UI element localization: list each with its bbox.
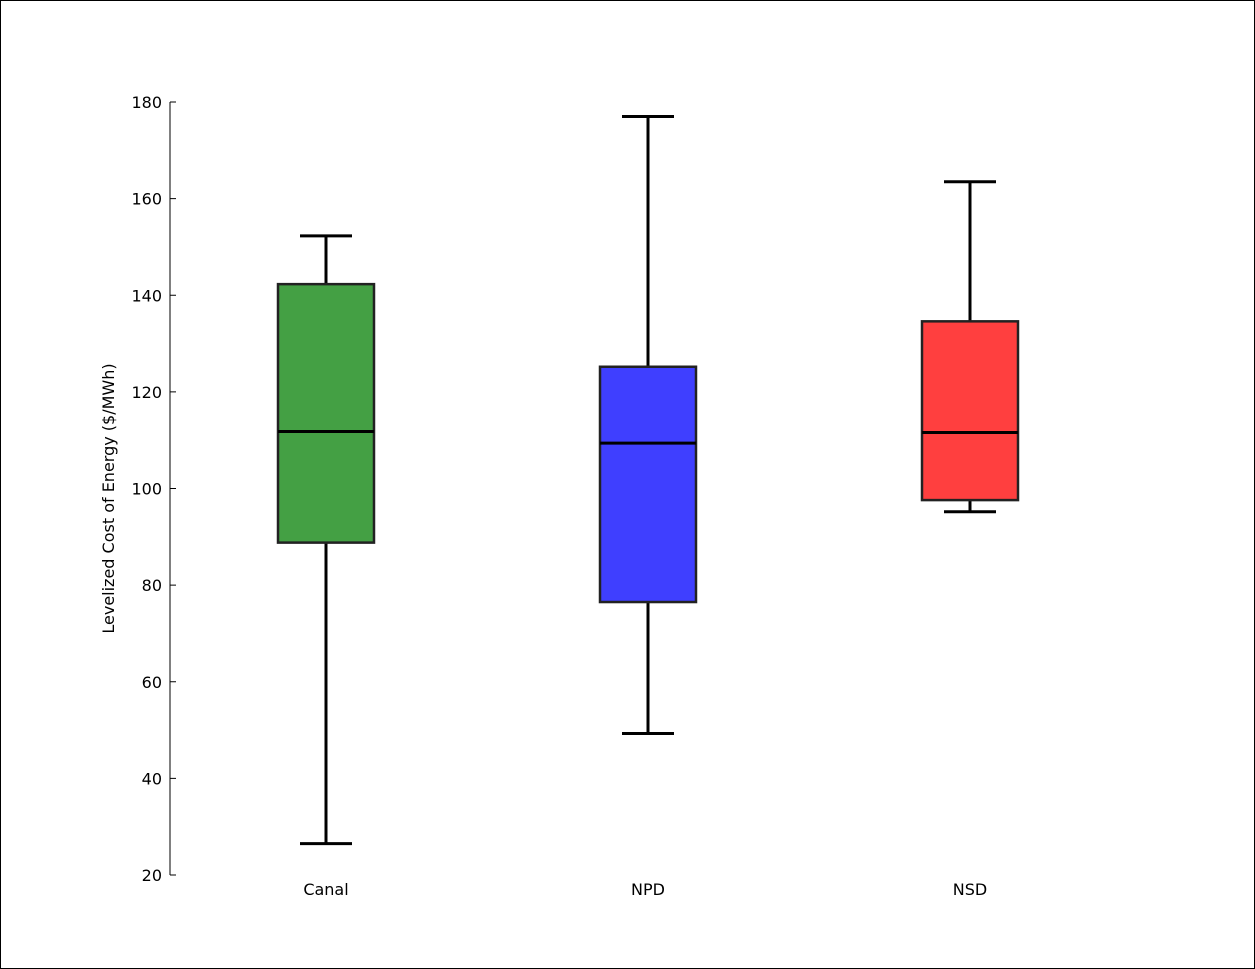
x-tick-label: NSD <box>953 880 987 899</box>
box-npd <box>598 114 698 735</box>
y-tick-label: 40 <box>142 769 162 788</box>
iqr-box <box>276 282 376 544</box>
x-tick-label: Canal <box>303 880 348 899</box>
y-tick-label: 180 <box>131 93 162 112</box>
y-tick-label: 160 <box>131 190 162 209</box>
y-tick-label: 60 <box>142 673 162 692</box>
iqr-box <box>920 320 1020 502</box>
y-tick-label: 120 <box>131 383 162 402</box>
box-canal <box>276 234 376 846</box>
y-tick-label: 140 <box>131 286 162 305</box>
x-tick-label: NPD <box>631 880 665 899</box>
box-nsd <box>920 180 1020 514</box>
y-axis: 20 40 60 80 100 120 140 160 180 <box>131 93 176 885</box>
y-tick-label: 100 <box>131 480 162 499</box>
box-series <box>276 114 1020 846</box>
y-tick-label: 20 <box>142 866 162 885</box>
y-tick-label: 80 <box>142 576 162 595</box>
iqr-box <box>598 365 698 604</box>
y-axis-title: Levelized Cost of Energy ($/MWh) <box>99 363 118 633</box>
x-axis-labels: Canal NPD NSD <box>303 880 987 899</box>
